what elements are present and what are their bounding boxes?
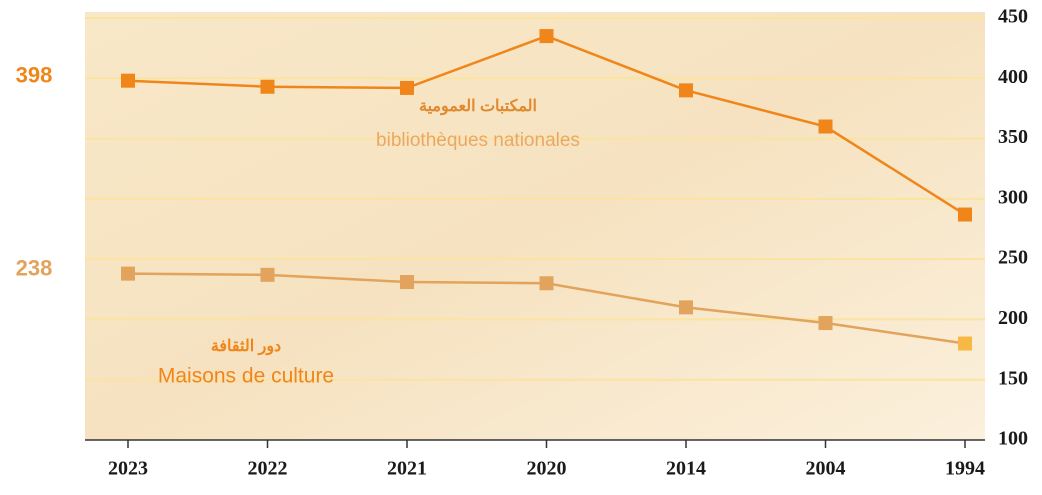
x-tick-label: 2020 — [527, 458, 567, 480]
plot-background — [85, 12, 985, 440]
marker — [958, 336, 972, 351]
marker — [121, 266, 135, 281]
y-tick-label: 250 — [998, 247, 1028, 269]
y-tick-label: 450 — [998, 6, 1028, 28]
marker — [539, 29, 554, 44]
y-tick-label: 350 — [998, 126, 1028, 148]
value-label: 398 — [16, 63, 53, 88]
marker — [400, 275, 414, 290]
x-tick-label: 2021 — [387, 458, 427, 480]
marker — [260, 267, 275, 282]
x-tick-label: 2004 — [806, 458, 846, 480]
marker — [121, 73, 135, 88]
legend-label-ar: دور الثقافة — [211, 338, 281, 356]
x-tick-label: 1994 — [945, 458, 985, 480]
marker — [818, 316, 833, 331]
x-tick-label: 2022 — [248, 458, 288, 480]
y-tick-label: 150 — [998, 367, 1028, 389]
value-label: 238 — [16, 255, 53, 280]
y-tick-label: 400 — [998, 66, 1028, 88]
x-tick-label: 2014 — [666, 458, 706, 480]
y-tick-label: 200 — [998, 307, 1028, 329]
x-tick-label: 2023 — [108, 458, 148, 480]
y-tick-label: 100 — [998, 428, 1028, 450]
legend-label: bibliothèques nationales — [376, 130, 580, 151]
legend-label-ar: المكتبات العمومية — [419, 98, 537, 116]
marker — [958, 207, 972, 222]
legend-label: Maisons de culture — [158, 365, 334, 388]
marker — [818, 119, 833, 134]
marker — [679, 83, 693, 98]
marker — [679, 300, 693, 315]
marker — [260, 79, 275, 94]
marker — [400, 80, 414, 95]
marker — [539, 276, 554, 291]
y-tick-label: 300 — [998, 186, 1028, 208]
